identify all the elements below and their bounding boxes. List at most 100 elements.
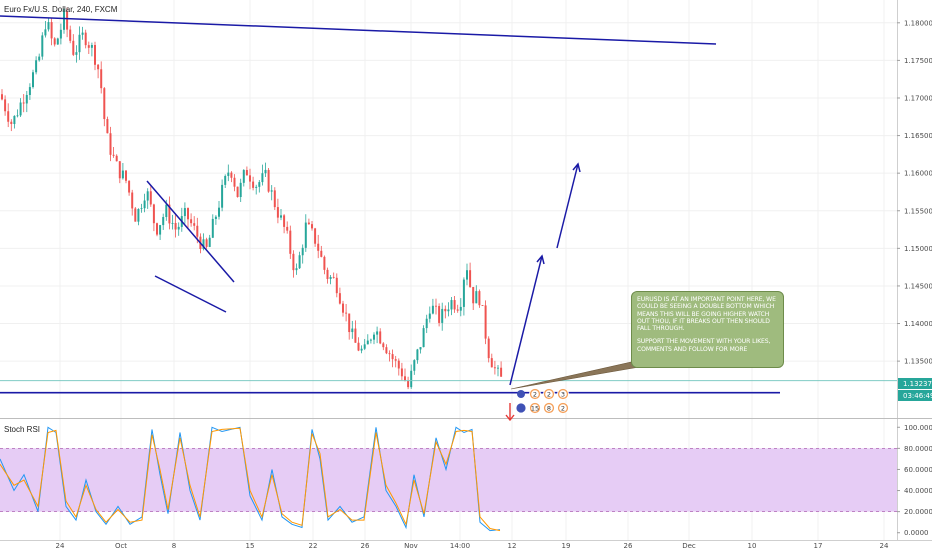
candle-body	[28, 87, 31, 95]
candle-body	[115, 155, 118, 162]
flag-icon[interactable]	[515, 402, 527, 414]
candles	[1, 7, 503, 390]
candle-body	[422, 328, 425, 348]
candle-body	[168, 204, 171, 224]
candle-body	[211, 218, 214, 238]
candle-body	[156, 223, 158, 235]
candle-body	[345, 312, 348, 314]
candle-body	[366, 340, 369, 345]
candle-body	[348, 313, 351, 333]
candle-body	[264, 169, 267, 174]
candle-body	[481, 305, 484, 306]
candle-body	[100, 69, 103, 89]
wedge-upper-line[interactable]	[146, 180, 235, 283]
projection-arrow-2[interactable]	[556, 163, 579, 249]
candle-body	[208, 237, 211, 247]
candle-body	[441, 308, 444, 323]
candle-body	[75, 52, 78, 55]
candle-body	[298, 255, 301, 269]
candle-body	[242, 170, 245, 183]
stoch-rsi-lines	[0, 426, 501, 532]
candle-body	[431, 305, 434, 314]
candle-body	[338, 293, 341, 304]
candle-body	[72, 40, 75, 55]
candle-body	[376, 331, 379, 335]
candle-body	[363, 344, 366, 349]
time-tick: 10	[748, 542, 757, 550]
candle-body	[109, 133, 112, 155]
rsi-tick: 60.0000	[904, 466, 932, 474]
candle-body	[407, 380, 410, 388]
candle-body	[47, 22, 50, 30]
event-badges[interactable]: 2 2 3 15 8 2	[515, 388, 569, 414]
candle-body	[162, 217, 165, 226]
candle-body	[41, 35, 44, 57]
candle-body	[218, 207, 220, 217]
candle-body	[121, 170, 124, 179]
candle-body	[320, 250, 323, 257]
time-tick: 19	[562, 542, 571, 550]
candle-body	[435, 305, 437, 307]
price-tick: 1.14000	[904, 320, 932, 328]
price-tick: 1.16000	[904, 170, 932, 178]
candle-body	[273, 190, 276, 208]
candle-body	[391, 354, 394, 360]
flag-icon[interactable]	[517, 390, 525, 398]
candle-body	[438, 306, 441, 323]
candle-body	[357, 342, 360, 351]
candle-body	[493, 367, 496, 369]
candle-body	[25, 94, 28, 104]
projection-arrow-1[interactable]	[509, 255, 543, 386]
candle-body	[134, 208, 137, 222]
rsi-tick: 80.0000	[904, 445, 932, 453]
candle-body	[276, 207, 279, 218]
candle-body	[4, 99, 7, 112]
analysis-note[interactable]: EURUSD IS AT AN IMPORTANT POINT HERE, WE…	[631, 291, 784, 368]
candle-body	[252, 181, 255, 188]
time-tick: 17	[814, 542, 823, 550]
resistance-trendline[interactable]	[0, 15, 717, 45]
price-tick: 1.18000	[904, 19, 932, 27]
candle-body	[317, 243, 320, 251]
candle-body	[469, 270, 472, 288]
candle-body	[326, 269, 329, 279]
drawings[interactable]	[0, 15, 717, 386]
candle-body	[311, 224, 313, 229]
candle-body	[63, 11, 65, 30]
candle-body	[444, 308, 447, 312]
candle-body	[233, 177, 236, 187]
candle-body	[137, 209, 140, 222]
event-badge-count: 8	[547, 405, 551, 413]
event-badge-count: 2	[561, 405, 565, 413]
price-tick: 1.15500	[904, 207, 932, 215]
candle-body	[103, 88, 106, 120]
candle-body	[267, 169, 270, 192]
candle-body	[388, 353, 391, 355]
candle-body	[425, 318, 428, 329]
candle-body	[385, 347, 388, 354]
rsi-tick: 40.0000	[904, 487, 932, 495]
candle-body	[462, 279, 465, 307]
price-tick: 1.16500	[904, 132, 932, 140]
candle-body	[413, 360, 416, 371]
candle-body	[94, 44, 96, 65]
candle-body	[478, 291, 481, 306]
candle-body	[87, 45, 90, 48]
candle-body	[394, 359, 397, 361]
price-axis-ticks: 1.18000 1.17500 1.17000 1.16500 1.16000 1.155…	[897, 19, 932, 366]
time-tick: Nov	[404, 542, 418, 550]
candle-body	[84, 32, 87, 46]
candle-body	[221, 184, 224, 208]
candle-body	[314, 228, 317, 244]
event-badge-inner	[545, 390, 553, 398]
candle-body	[187, 208, 189, 220]
time-tick: 26	[361, 542, 370, 550]
candle-body	[301, 247, 304, 256]
candle-body	[171, 222, 174, 224]
candle-body	[487, 338, 490, 359]
candle-body	[342, 303, 344, 313]
candle-body	[66, 11, 69, 30]
candle-body	[249, 175, 251, 182]
wedge-lower-line[interactable]	[154, 275, 227, 313]
